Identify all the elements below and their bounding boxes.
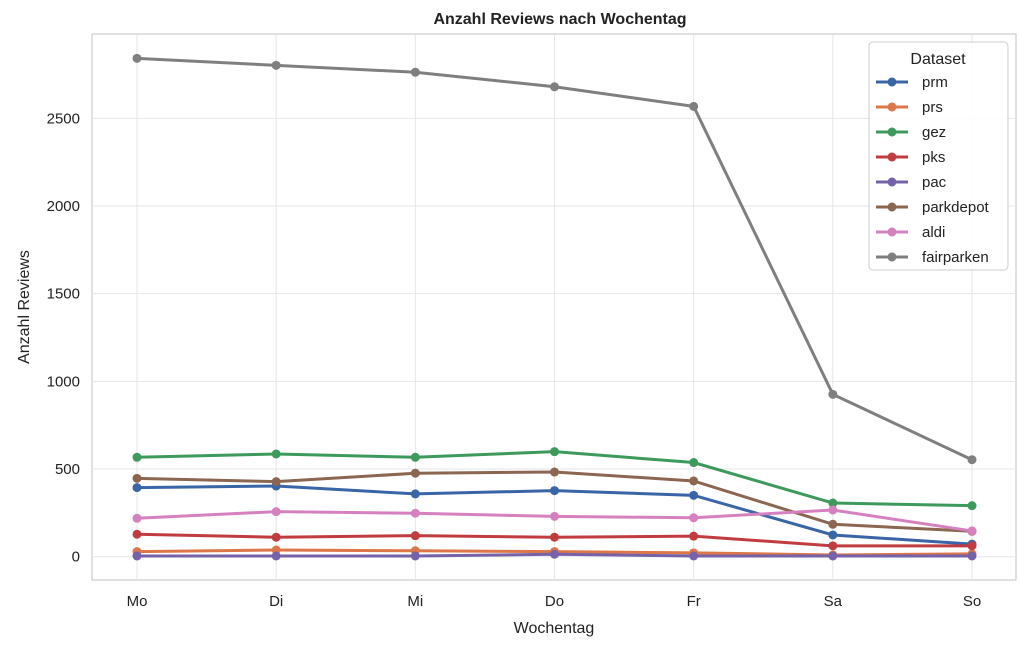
series-pac	[132, 549, 977, 561]
x-tick-label: Mo	[127, 593, 148, 610]
x-tick-label: Di	[269, 593, 283, 610]
x-tick-label: Fr	[687, 593, 701, 610]
legend-label: aldi	[922, 224, 945, 241]
legend-label: pks	[922, 149, 945, 166]
data-point	[271, 507, 281, 517]
legend-item-fairparken: fairparken	[876, 249, 989, 266]
data-point	[967, 551, 977, 561]
data-point	[410, 489, 420, 499]
data-point	[550, 486, 559, 496]
x-tick-label: Do	[545, 593, 564, 610]
legend-label: prs	[922, 99, 943, 116]
x-axis-label: Wochentag	[514, 620, 595, 637]
data-point	[410, 452, 420, 462]
chart-title: Anzahl Reviews nach Wochentag	[433, 11, 686, 28]
data-point	[550, 532, 559, 542]
y-tick-label: 1500	[47, 286, 80, 303]
data-point	[410, 531, 420, 541]
legend-swatch-marker	[887, 177, 897, 187]
legend-label: parkdepot	[922, 199, 990, 216]
legend-label: pac	[922, 174, 947, 191]
legend-swatch-marker	[887, 152, 897, 162]
data-point	[689, 458, 699, 468]
legend-item-pac: pac	[876, 174, 947, 191]
data-point	[828, 551, 838, 561]
legend-swatch-marker	[887, 227, 897, 237]
data-point	[689, 513, 699, 523]
data-point	[271, 477, 281, 487]
legend-swatch-marker	[887, 102, 897, 112]
legend-swatch-marker	[887, 202, 897, 212]
legend-item-pks: pks	[876, 149, 945, 166]
data-point	[828, 389, 838, 399]
legend-box	[868, 41, 1009, 271]
legend-item-prm: prm	[876, 74, 948, 91]
data-point	[410, 551, 420, 561]
series-gez	[132, 447, 977, 511]
data-point	[828, 530, 838, 540]
data-point	[410, 67, 420, 77]
data-point	[410, 468, 420, 478]
legend-swatch-marker	[887, 127, 897, 137]
data-point	[550, 82, 559, 92]
data-point	[132, 513, 142, 523]
data-point	[550, 447, 559, 457]
data-point	[689, 101, 699, 111]
data-point	[828, 505, 838, 515]
legend-item-aldi: aldi	[876, 224, 945, 241]
legend-label: gez	[922, 124, 946, 141]
y-axis-label: Anzahl Reviews	[16, 250, 33, 364]
data-point	[410, 508, 420, 518]
legend-title: Dataset	[910, 51, 966, 68]
data-point	[828, 541, 838, 551]
data-point	[689, 490, 699, 500]
data-point	[132, 53, 142, 63]
data-point	[550, 511, 559, 521]
series-aldi	[132, 505, 977, 536]
series-pks	[132, 529, 977, 551]
data-point	[689, 551, 699, 561]
data-point	[967, 526, 977, 536]
legend-item-prs: prs	[876, 99, 943, 116]
data-point	[132, 473, 142, 483]
data-point	[828, 498, 838, 508]
legend-item-parkdepot: parkdepot	[876, 199, 990, 216]
y-tick-label: 0	[72, 549, 80, 566]
data-point	[689, 476, 699, 486]
x-tick-label: Mi	[407, 593, 423, 610]
series-fairparken	[132, 53, 977, 465]
legend: Dataset prm prs gez pks pac parkdepot aldi fairp…	[868, 41, 1009, 271]
y-tick-label: 2000	[47, 198, 80, 215]
x-tick-label: So	[963, 593, 981, 610]
data-point	[828, 519, 838, 529]
data-point	[967, 455, 977, 465]
y-tick-label: 500	[55, 461, 80, 478]
data-point	[271, 449, 281, 459]
legend-swatch-marker	[887, 252, 897, 262]
data-point	[132, 483, 142, 493]
y-tick-label: 1000	[47, 373, 80, 390]
legend-label: prm	[922, 74, 948, 91]
legend-item-gez: gez	[876, 124, 946, 141]
data-point	[271, 551, 281, 561]
data-point	[132, 452, 142, 462]
data-point	[132, 529, 142, 539]
legend-swatch-marker	[887, 77, 897, 87]
data-point	[550, 467, 559, 477]
data-point	[271, 532, 281, 542]
x-tick-label: Sa	[824, 593, 843, 610]
data-point	[271, 60, 281, 70]
data-point	[132, 551, 142, 561]
data-point	[967, 541, 977, 551]
y-tick-label: 2500	[47, 110, 80, 127]
legend-label: fairparken	[922, 249, 989, 266]
data-point	[689, 531, 699, 541]
data-point	[550, 549, 559, 559]
data-point	[967, 501, 977, 511]
